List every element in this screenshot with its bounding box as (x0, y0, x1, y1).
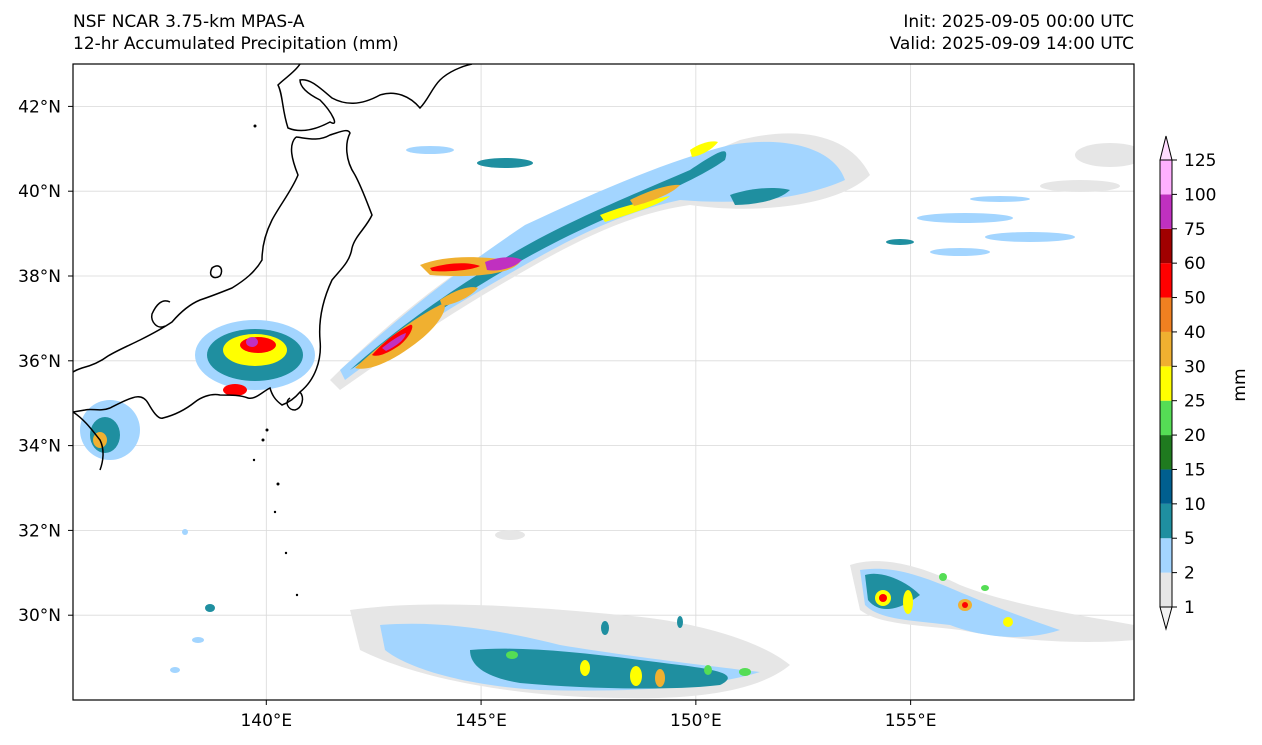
coast-boso (286, 391, 304, 411)
colorbar-segment (1160, 297, 1172, 332)
model-name: NSF NCAR 3.75-km MPAS-A (73, 12, 305, 32)
colorbar-frame (1159, 159, 1173, 608)
colorbar-segment (1160, 228, 1172, 264)
colorbar-segment (1160, 469, 1172, 504)
colorbar-tick-label: 40 (1184, 323, 1206, 343)
colorbar-tick-label: 20 (1184, 426, 1206, 446)
valid-time: Valid: 2025-09-09 14:00 UTC (889, 34, 1134, 54)
colorbar-segment (1160, 435, 1172, 470)
colorbar-tick-label: 1 (1184, 598, 1195, 618)
precip-field (80, 133, 1134, 699)
colorbar-tick-label: 30 (1184, 357, 1206, 377)
coast-sado (209, 265, 223, 279)
map-frame (72, 63, 1135, 701)
lon-tick-label: 150°E (670, 711, 722, 731)
coastlines (73, 64, 473, 471)
colorbar-segment (1160, 331, 1172, 367)
precip-band-main (330, 133, 870, 390)
title-right: Init: 2025-09-05 00:00 UTC Valid: 2025-0… (890, 11, 1134, 55)
colorbar-segment (1160, 400, 1172, 436)
lon-tick-label: 140°E (240, 711, 292, 731)
colorbar-tick-label: 75 (1184, 220, 1206, 240)
colorbar-tick-label: 15 (1184, 460, 1206, 480)
colorbar-segment (1160, 572, 1172, 607)
colorbar-tick-label: 50 (1184, 289, 1206, 309)
colorbar-tick-label: 2 (1184, 564, 1195, 584)
lat-tick-label: 32°N (18, 521, 61, 541)
coast-noto (150, 300, 171, 328)
colorbar-segment (1160, 366, 1172, 401)
colorbar-tick-label: 10 (1184, 495, 1206, 515)
colorbar-tick-label: 25 (1184, 392, 1206, 412)
colorbar-tick-label: 5 (1184, 529, 1195, 549)
colorbar-segment (1160, 263, 1172, 298)
precip-southeast (850, 561, 1134, 642)
coast-honshu (73, 129, 373, 419)
precip-east (886, 143, 1134, 256)
precip-north (406, 146, 533, 168)
colorbar-segment (1160, 160, 1172, 195)
lat-tick-label: 36°N (18, 352, 61, 372)
colorbar-segment (1160, 538, 1172, 573)
colorbar-segment (1160, 194, 1172, 229)
colorbar-extend-min (1159, 606, 1173, 631)
lat-tick-label: 38°N (18, 267, 61, 287)
colorbar-tick-label: 100 (1184, 185, 1216, 205)
colorbar-tick-label: 60 (1184, 254, 1206, 274)
init-time: Init: 2025-09-05 00:00 UTC (903, 12, 1134, 32)
field-name: 12-hr Accumulated Precipitation (mm) (73, 34, 399, 54)
latitude-axis: 42°N 40°N 38°N 36°N 34°N 32°N 30°N (18, 97, 73, 626)
precip-japan (80, 320, 315, 460)
lon-tick-label: 145°E (455, 711, 507, 731)
lat-tick-label: 30°N (18, 606, 61, 626)
lat-tick-label: 42°N (18, 97, 61, 117)
islands (252, 124, 299, 597)
lon-tick-label: 155°E (885, 711, 937, 731)
colorbar-tick-label: 125 (1184, 151, 1216, 171)
coast-hokkaido (277, 64, 473, 132)
title-left: NSF NCAR 3.75-km MPAS-A 12-hr Accumulate… (73, 11, 399, 55)
colorbar-unit-label: mm (1230, 368, 1250, 401)
coast-shikoku (73, 411, 104, 471)
longitude-axis: 140°E 145°E 150°E 155°E (240, 700, 936, 731)
lat-tick-label: 40°N (18, 182, 61, 202)
colorbar-segment (1160, 503, 1172, 539)
precip-west-scatter (170, 529, 525, 673)
lat-tick-label: 34°N (18, 437, 61, 457)
precip-south (350, 604, 790, 699)
coast-honshu-west (73, 136, 299, 373)
colorbar-extend-max (1159, 135, 1173, 161)
